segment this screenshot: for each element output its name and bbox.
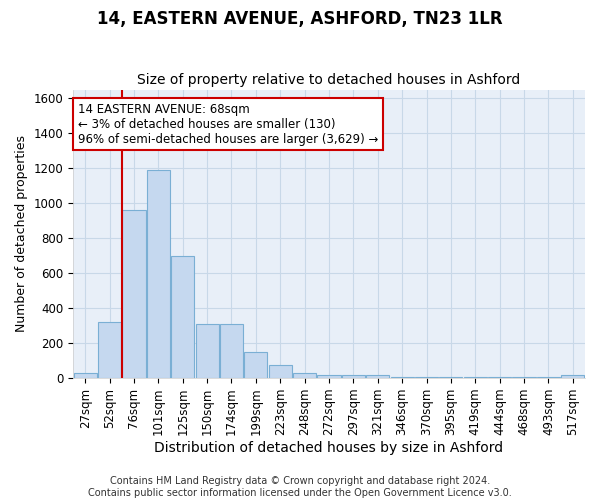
Text: 14, EASTERN AVENUE, ASHFORD, TN23 1LR: 14, EASTERN AVENUE, ASHFORD, TN23 1LR bbox=[97, 10, 503, 28]
Text: Contains HM Land Registry data © Crown copyright and database right 2024.
Contai: Contains HM Land Registry data © Crown c… bbox=[88, 476, 512, 498]
X-axis label: Distribution of detached houses by size in Ashford: Distribution of detached houses by size … bbox=[154, 441, 503, 455]
Bar bbox=[537, 377, 560, 378]
Bar bbox=[366, 374, 389, 378]
Bar bbox=[512, 377, 536, 378]
Bar bbox=[196, 324, 218, 378]
Bar bbox=[415, 377, 438, 378]
Bar bbox=[342, 374, 365, 378]
Y-axis label: Number of detached properties: Number of detached properties bbox=[15, 136, 28, 332]
Bar bbox=[122, 210, 146, 378]
Bar bbox=[317, 374, 341, 378]
Bar bbox=[269, 365, 292, 378]
Bar bbox=[74, 373, 97, 378]
Bar bbox=[439, 377, 463, 378]
Title: Size of property relative to detached houses in Ashford: Size of property relative to detached ho… bbox=[137, 73, 521, 87]
Bar bbox=[488, 377, 511, 378]
Bar bbox=[98, 322, 121, 378]
Bar bbox=[293, 373, 316, 378]
Bar bbox=[220, 324, 243, 378]
Bar bbox=[464, 377, 487, 378]
Bar bbox=[171, 256, 194, 378]
Bar bbox=[391, 377, 414, 378]
Bar bbox=[147, 170, 170, 378]
Bar bbox=[561, 374, 584, 378]
Text: 14 EASTERN AVENUE: 68sqm
← 3% of detached houses are smaller (130)
96% of semi-d: 14 EASTERN AVENUE: 68sqm ← 3% of detache… bbox=[78, 102, 379, 146]
Bar bbox=[244, 352, 268, 378]
